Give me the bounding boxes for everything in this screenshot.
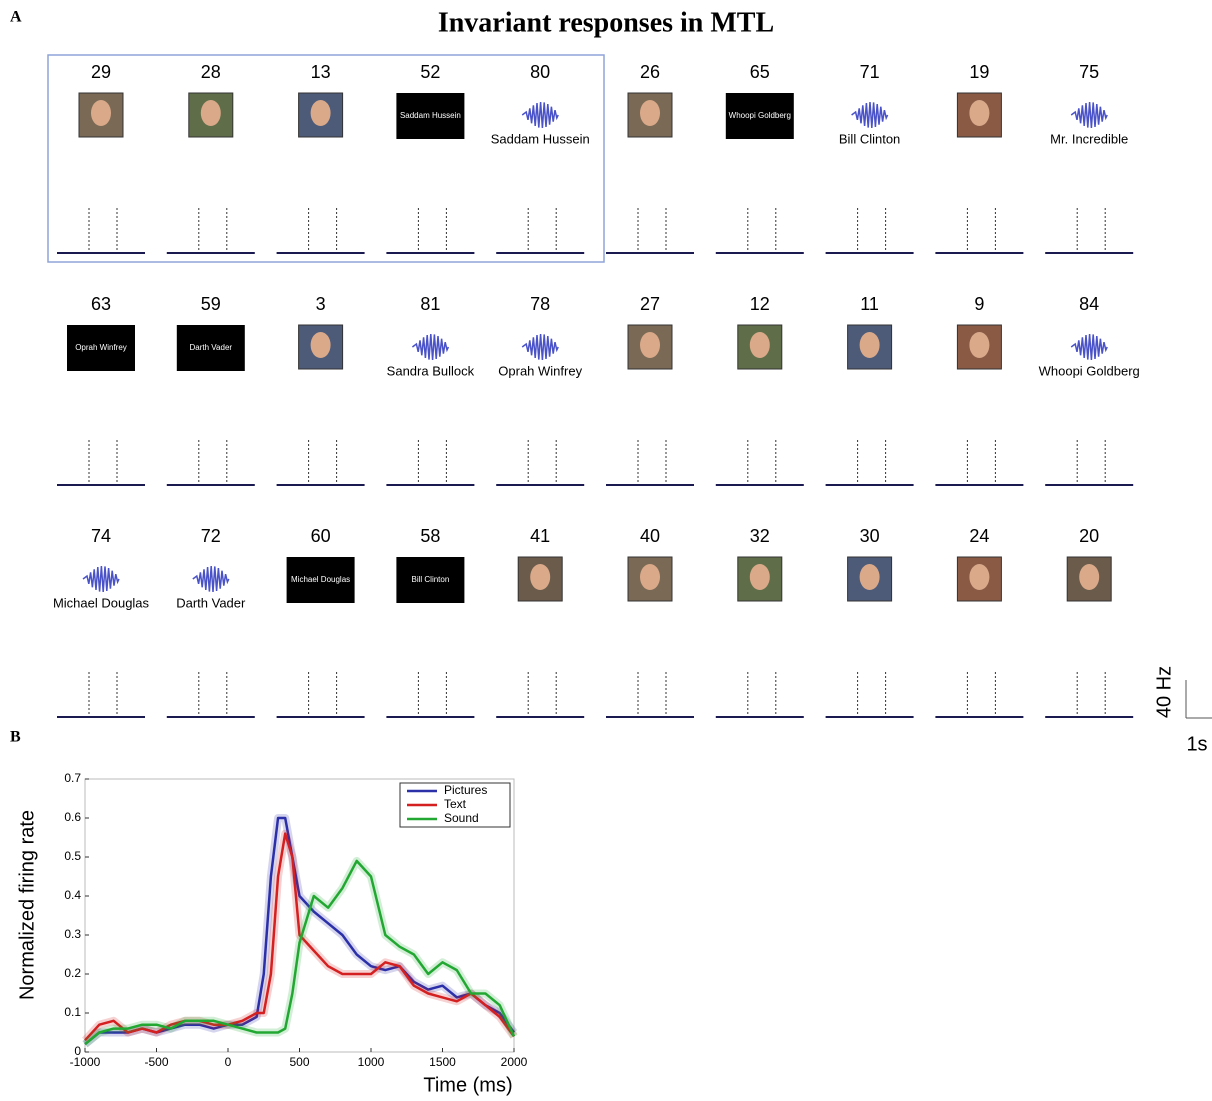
stimulus-number: 28 xyxy=(201,62,221,82)
stimulus-face xyxy=(201,100,221,126)
stimulus-text: Oprah Winfrey xyxy=(75,343,127,352)
stimulus-face xyxy=(311,100,331,126)
stimulus-face xyxy=(640,100,660,126)
stimulus-sound-label: Bill Clinton xyxy=(839,131,900,146)
stimulus-text: Saddam Hussein xyxy=(400,111,461,120)
stimulus-number: 65 xyxy=(750,62,770,82)
stimulus-number: 78 xyxy=(530,294,550,314)
stimulus-number: 71 xyxy=(860,62,880,82)
stimulus-text: Whoopi Goldberg xyxy=(729,111,791,120)
stimulus-sound-label: Saddam Hussein xyxy=(491,131,590,146)
scale-label: 1s xyxy=(1186,733,1207,755)
stimulus-face xyxy=(640,564,660,590)
legend-label: Sound xyxy=(444,811,479,825)
x-tick-label: 2000 xyxy=(501,1055,528,1069)
stimulus-number: 27 xyxy=(640,294,660,314)
stimulus-text: Darth Vader xyxy=(190,343,233,352)
stimulus-sound-label: Michael Douglas xyxy=(53,595,150,610)
panel-label: A xyxy=(10,9,22,26)
stimulus-number: 24 xyxy=(969,526,989,546)
stimulus-number: 3 xyxy=(316,294,326,314)
stimulus-face xyxy=(860,332,880,358)
stimulus-number: 29 xyxy=(91,62,111,82)
stimulus-number: 30 xyxy=(860,526,880,546)
x-tick-label: 0 xyxy=(225,1055,232,1069)
legend-label: Pictures xyxy=(444,783,487,797)
x-tick-label: 1500 xyxy=(429,1055,456,1069)
x-tick-label: 1000 xyxy=(358,1055,385,1069)
stimulus-waveform xyxy=(83,566,119,592)
stimulus-number: 19 xyxy=(969,62,989,82)
stimulus-number: 26 xyxy=(640,62,660,82)
y-tick-label: 0.1 xyxy=(64,1005,81,1019)
stimulus-number: 60 xyxy=(311,526,331,546)
stimulus-sound-label: Whoopi Goldberg xyxy=(1039,363,1140,378)
y-axis-label: Normalized firing rate xyxy=(16,810,38,1000)
stimulus-waveform xyxy=(852,102,888,128)
stimulus-sound-label: Darth Vader xyxy=(176,595,246,610)
stimulus-text: Michael Douglas xyxy=(291,575,350,584)
scale-label: 40 Hz xyxy=(1153,666,1175,718)
x-axis-label: Time (ms) xyxy=(423,1074,512,1096)
stimulus-waveform xyxy=(1071,334,1107,360)
stimulus-number: 59 xyxy=(201,294,221,314)
stimulus-number: 12 xyxy=(750,294,770,314)
stimulus-number: 52 xyxy=(420,62,440,82)
x-tick-label: -500 xyxy=(144,1055,168,1069)
stimulus-number: 75 xyxy=(1079,62,1099,82)
stimulus-face xyxy=(750,332,770,358)
stimulus-number: 13 xyxy=(311,62,331,82)
y-tick-label: 0.2 xyxy=(64,966,81,980)
stimulus-number: 80 xyxy=(530,62,550,82)
stimulus-waveform xyxy=(1071,102,1107,128)
panel-title: Invariant responses in MTL xyxy=(438,7,774,38)
y-tick-label: 0.3 xyxy=(64,927,81,941)
stimulus-waveform xyxy=(193,566,229,592)
stimulus-waveform xyxy=(522,102,558,128)
stimulus-text: Bill Clinton xyxy=(412,575,450,584)
stimulus-number: 9 xyxy=(974,294,984,314)
stimulus-number: 20 xyxy=(1079,526,1099,546)
stimulus-waveform xyxy=(522,334,558,360)
stimulus-face xyxy=(640,332,660,358)
x-tick-label: -1000 xyxy=(70,1055,101,1069)
stimulus-face xyxy=(969,564,989,590)
stimulus-number: 84 xyxy=(1079,294,1099,314)
stimulus-sound-label: Sandra Bullock xyxy=(387,363,475,378)
stimulus-face xyxy=(860,564,880,590)
y-tick-label: 0.5 xyxy=(64,849,81,863)
stimulus-waveform xyxy=(412,334,448,360)
stimulus-face xyxy=(750,564,770,590)
highlight-box xyxy=(48,55,604,262)
stimulus-face xyxy=(530,564,550,590)
stimulus-sound-label: Oprah Winfrey xyxy=(498,363,582,378)
stimulus-number: 74 xyxy=(91,526,111,546)
stimulus-number: 81 xyxy=(420,294,440,314)
legend-label: Text xyxy=(444,797,467,811)
stimulus-number: 11 xyxy=(860,294,879,314)
stimulus-sound-label: Mr. Incredible xyxy=(1050,131,1128,146)
stimulus-face xyxy=(91,100,111,126)
page: A Invariant responses in MTL 40 Hz 1s B … xyxy=(0,0,1212,1101)
y-tick-label: 0.6 xyxy=(64,810,81,824)
figure: A Invariant responses in MTL 40 Hz 1s B … xyxy=(0,0,1212,1101)
stimulus-number: 58 xyxy=(420,526,440,546)
stimulus-number: 32 xyxy=(750,526,770,546)
stimulus-number: 63 xyxy=(91,294,111,314)
stimulus-face xyxy=(969,100,989,126)
stimulus-face xyxy=(1079,564,1099,590)
stimulus-face xyxy=(969,332,989,358)
y-tick-label: 0.4 xyxy=(64,888,81,902)
stimulus-number: 41 xyxy=(530,526,550,546)
stimulus-face xyxy=(311,332,331,358)
x-tick-label: 500 xyxy=(289,1055,309,1069)
stimulus-number: 72 xyxy=(201,526,221,546)
panel-label: B xyxy=(10,729,21,746)
stimulus-number: 40 xyxy=(640,526,660,546)
y-tick-label: 0.7 xyxy=(64,771,81,785)
